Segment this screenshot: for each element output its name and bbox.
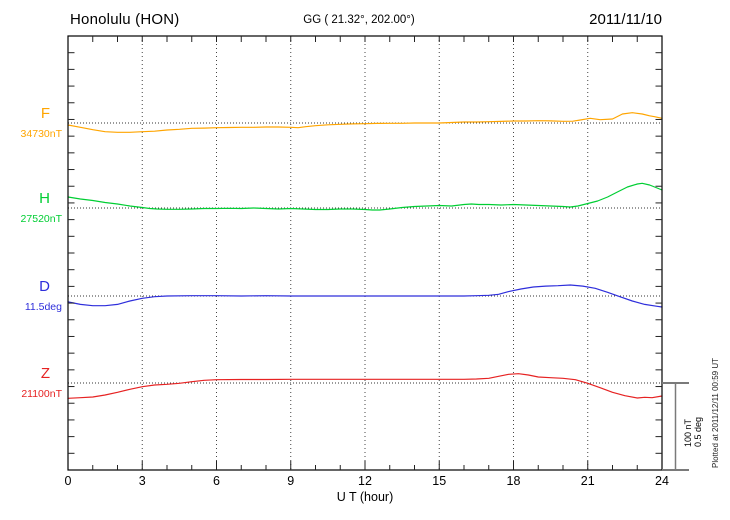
x-tick-label: 9: [287, 474, 295, 488]
scale-bar-label-nt: 100 nT: [683, 418, 693, 447]
x-tick-label: 21: [580, 474, 595, 488]
series-Z-ref-value: 21100nT: [21, 388, 62, 400]
series-D-ref-value: 11.5deg: [24, 301, 62, 313]
x-tick-label: 0: [64, 474, 72, 488]
x-tick-label: 18: [506, 474, 521, 488]
curve-Z: [67, 373, 663, 399]
plot-date: 2011/11/10: [589, 11, 662, 28]
scale-bar-label: 100 nT 0.5 deg: [683, 417, 703, 447]
x-tick-label: 6: [213, 474, 220, 488]
x-tick-label: 24: [655, 474, 669, 488]
station-title: Honolulu (HON): [70, 11, 180, 28]
series-H-label: H: [39, 190, 50, 207]
x-tick-label: 3: [138, 474, 146, 488]
x-tick-label: 12: [358, 474, 372, 488]
x-tick-label: 15: [432, 474, 447, 488]
series-H-ref-value: 27520nT: [20, 213, 62, 225]
series-D-label: D: [39, 278, 50, 295]
curve-F: [67, 112, 663, 133]
series-F-label: F: [40, 105, 50, 122]
scale-bar-label-deg: 0.5 deg: [693, 416, 703, 447]
series-F-ref-value: 34730nT: [20, 128, 62, 140]
curve-D: [67, 284, 663, 308]
x-axis-title: U T (hour): [336, 490, 394, 504]
station-coordinates: GG ( 21.32°, 202.00°): [303, 14, 415, 26]
curve-H: [67, 182, 663, 211]
series-Z-label: Z: [40, 365, 50, 382]
plotted-at-note: Plotted at 2011/12/11 00:59 UT: [711, 357, 720, 468]
